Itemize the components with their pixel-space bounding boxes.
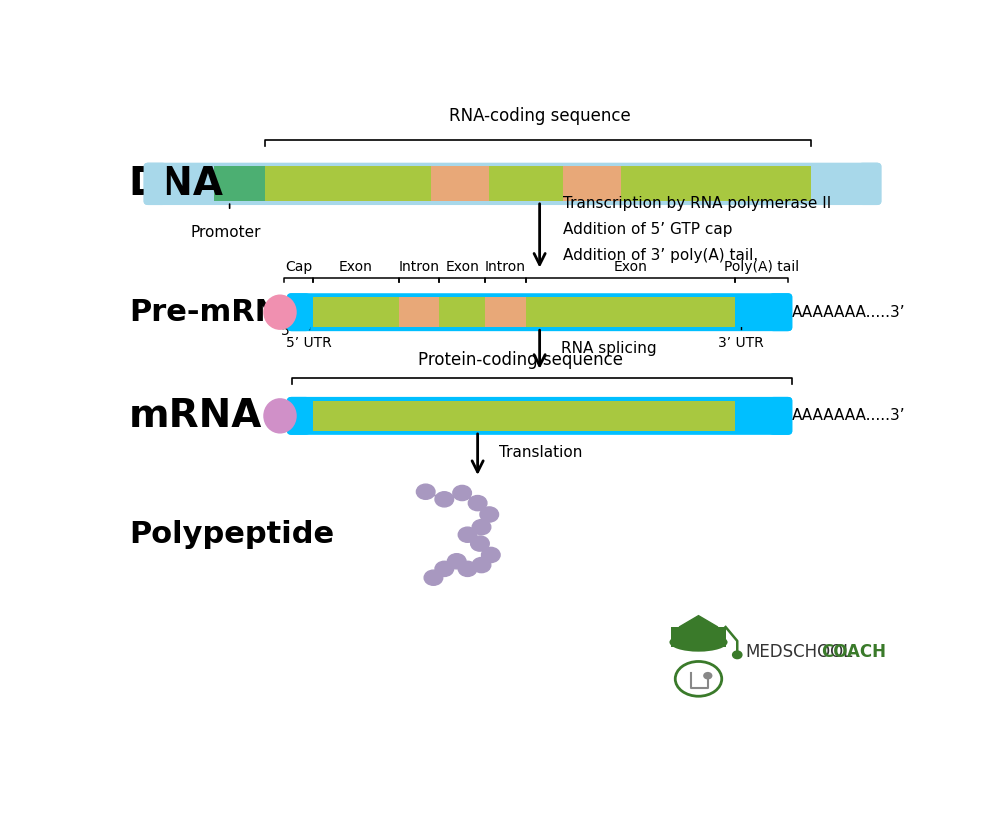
Bar — [621, 167, 811, 201]
Ellipse shape — [263, 398, 297, 433]
Text: Intron: Intron — [398, 260, 439, 274]
Text: RNA splicing: RNA splicing — [561, 342, 656, 356]
Text: Transcription by RNA polymerase II
Addition of 5’ GTP cap
Addition of 3’ poly(A): Transcription by RNA polymerase II Addit… — [563, 196, 831, 263]
FancyBboxPatch shape — [287, 397, 310, 435]
Text: mRNA: mRNA — [129, 397, 262, 435]
Bar — [439, 297, 485, 328]
Ellipse shape — [669, 633, 728, 652]
Circle shape — [472, 557, 491, 573]
Bar — [296, 297, 313, 328]
Circle shape — [424, 570, 443, 585]
Text: Translation: Translation — [499, 445, 582, 460]
Text: Pre-mRNA: Pre-mRNA — [129, 298, 304, 327]
Bar — [671, 627, 726, 647]
Text: Cap: Cap — [285, 260, 312, 274]
Circle shape — [471, 536, 489, 551]
Circle shape — [703, 672, 712, 680]
Circle shape — [733, 651, 742, 658]
FancyBboxPatch shape — [769, 293, 792, 331]
Bar — [735, 297, 783, 328]
Text: Intron: Intron — [485, 260, 526, 274]
Text: RNA-coding sequence: RNA-coding sequence — [449, 107, 631, 125]
Text: AAAAAAA.....3’: AAAAAAA.....3’ — [792, 408, 905, 424]
Bar — [264, 167, 431, 201]
FancyBboxPatch shape — [287, 293, 792, 331]
Bar — [563, 167, 621, 201]
FancyBboxPatch shape — [144, 163, 881, 205]
Polygon shape — [679, 616, 718, 631]
Bar — [313, 401, 735, 431]
Circle shape — [435, 562, 454, 576]
Bar — [313, 297, 399, 328]
Bar — [214, 167, 264, 201]
FancyBboxPatch shape — [287, 397, 792, 435]
Text: Exon: Exon — [613, 260, 647, 274]
FancyBboxPatch shape — [144, 163, 167, 205]
Bar — [431, 167, 489, 201]
Text: AAAAAAA.....3’: AAAAAAA.....3’ — [792, 305, 905, 319]
Circle shape — [458, 562, 477, 576]
Circle shape — [472, 520, 491, 534]
Text: Promoter: Promoter — [190, 225, 261, 240]
FancyBboxPatch shape — [858, 163, 881, 205]
FancyBboxPatch shape — [769, 397, 792, 435]
Bar — [735, 401, 783, 431]
Circle shape — [458, 527, 477, 543]
Circle shape — [481, 548, 500, 562]
Circle shape — [480, 507, 499, 522]
FancyBboxPatch shape — [287, 293, 310, 331]
Text: 5’ UTR: 5’ UTR — [286, 337, 332, 351]
Circle shape — [435, 492, 454, 507]
Bar — [153, 167, 214, 201]
Text: Protein-coding sequence: Protein-coding sequence — [418, 351, 623, 369]
Circle shape — [468, 496, 487, 511]
Text: 5': 5' — [281, 323, 294, 337]
Circle shape — [416, 484, 435, 499]
Bar — [811, 167, 872, 201]
Text: DNA: DNA — [129, 165, 224, 203]
Ellipse shape — [263, 295, 297, 330]
Circle shape — [447, 553, 466, 569]
Text: Polypeptide: Polypeptide — [129, 521, 334, 549]
Bar — [526, 297, 735, 328]
Text: 3’ UTR: 3’ UTR — [718, 337, 764, 351]
Text: COACH: COACH — [821, 643, 886, 661]
Text: MEDSCHOOL: MEDSCHOOL — [745, 643, 852, 661]
Text: Poly(A) tail: Poly(A) tail — [724, 260, 799, 274]
Bar — [296, 401, 313, 431]
Bar — [485, 297, 526, 328]
Text: Exon: Exon — [445, 260, 479, 274]
Ellipse shape — [675, 662, 722, 696]
Circle shape — [453, 485, 471, 501]
Bar — [399, 297, 439, 328]
Text: Exon: Exon — [339, 260, 373, 274]
Bar — [489, 167, 563, 201]
